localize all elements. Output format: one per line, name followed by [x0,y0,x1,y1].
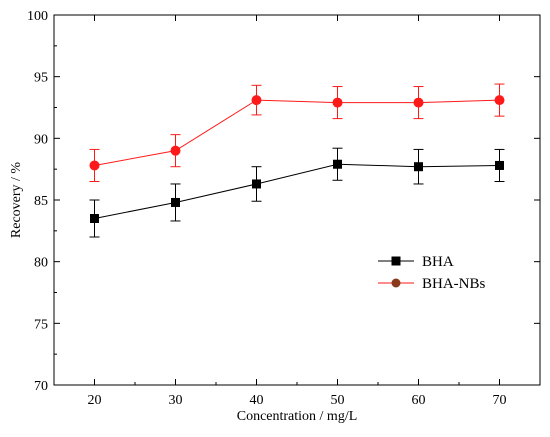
data-point [170,145,181,156]
series-layer [89,83,505,238]
x-tick-label: 50 [331,393,345,408]
data-point [251,95,262,106]
series-bha [89,147,505,238]
data-point [333,159,342,169]
y-tick-label: 70 [34,379,48,394]
legend-marker [391,278,401,288]
legend: BHA BHA-NBs [378,254,486,292]
legend-marker [391,256,401,266]
series-line [94,163,500,219]
y-tick-label: 85 [34,194,48,209]
data-point [89,160,100,171]
x-axis-label: Concentration / mg/L [237,409,358,424]
data-point [252,179,261,189]
y-tick-label: 90 [34,132,48,147]
data-point [414,162,423,172]
data-point [171,197,180,207]
y-axis-label: Recovery / % [9,162,24,239]
x-tick-label: 70 [493,393,507,408]
x-tick-label: 60 [412,393,426,408]
x-tick-label: 40 [250,393,264,408]
series-bha-nbs [89,83,505,182]
legend-label: BHA-NBs [422,276,486,292]
x-tick-label: 20 [88,393,102,408]
data-point [494,95,505,106]
data-point [495,160,504,170]
data-point [332,97,343,108]
data-point [413,97,424,108]
y-tick-label: 100 [27,9,48,24]
y-tick-label: 75 [34,317,48,332]
legend-label: BHA [422,254,454,270]
plot-frame [53,14,541,386]
y-tick-label: 95 [34,71,48,86]
data-point [90,214,99,223]
y-tick-label: 80 [34,256,48,271]
ticks-layer: 20 30 40 50 60 70 70 75 80 85 90 95 100 [27,9,540,408]
x-tick-label: 30 [169,393,183,408]
series-line [94,99,500,166]
